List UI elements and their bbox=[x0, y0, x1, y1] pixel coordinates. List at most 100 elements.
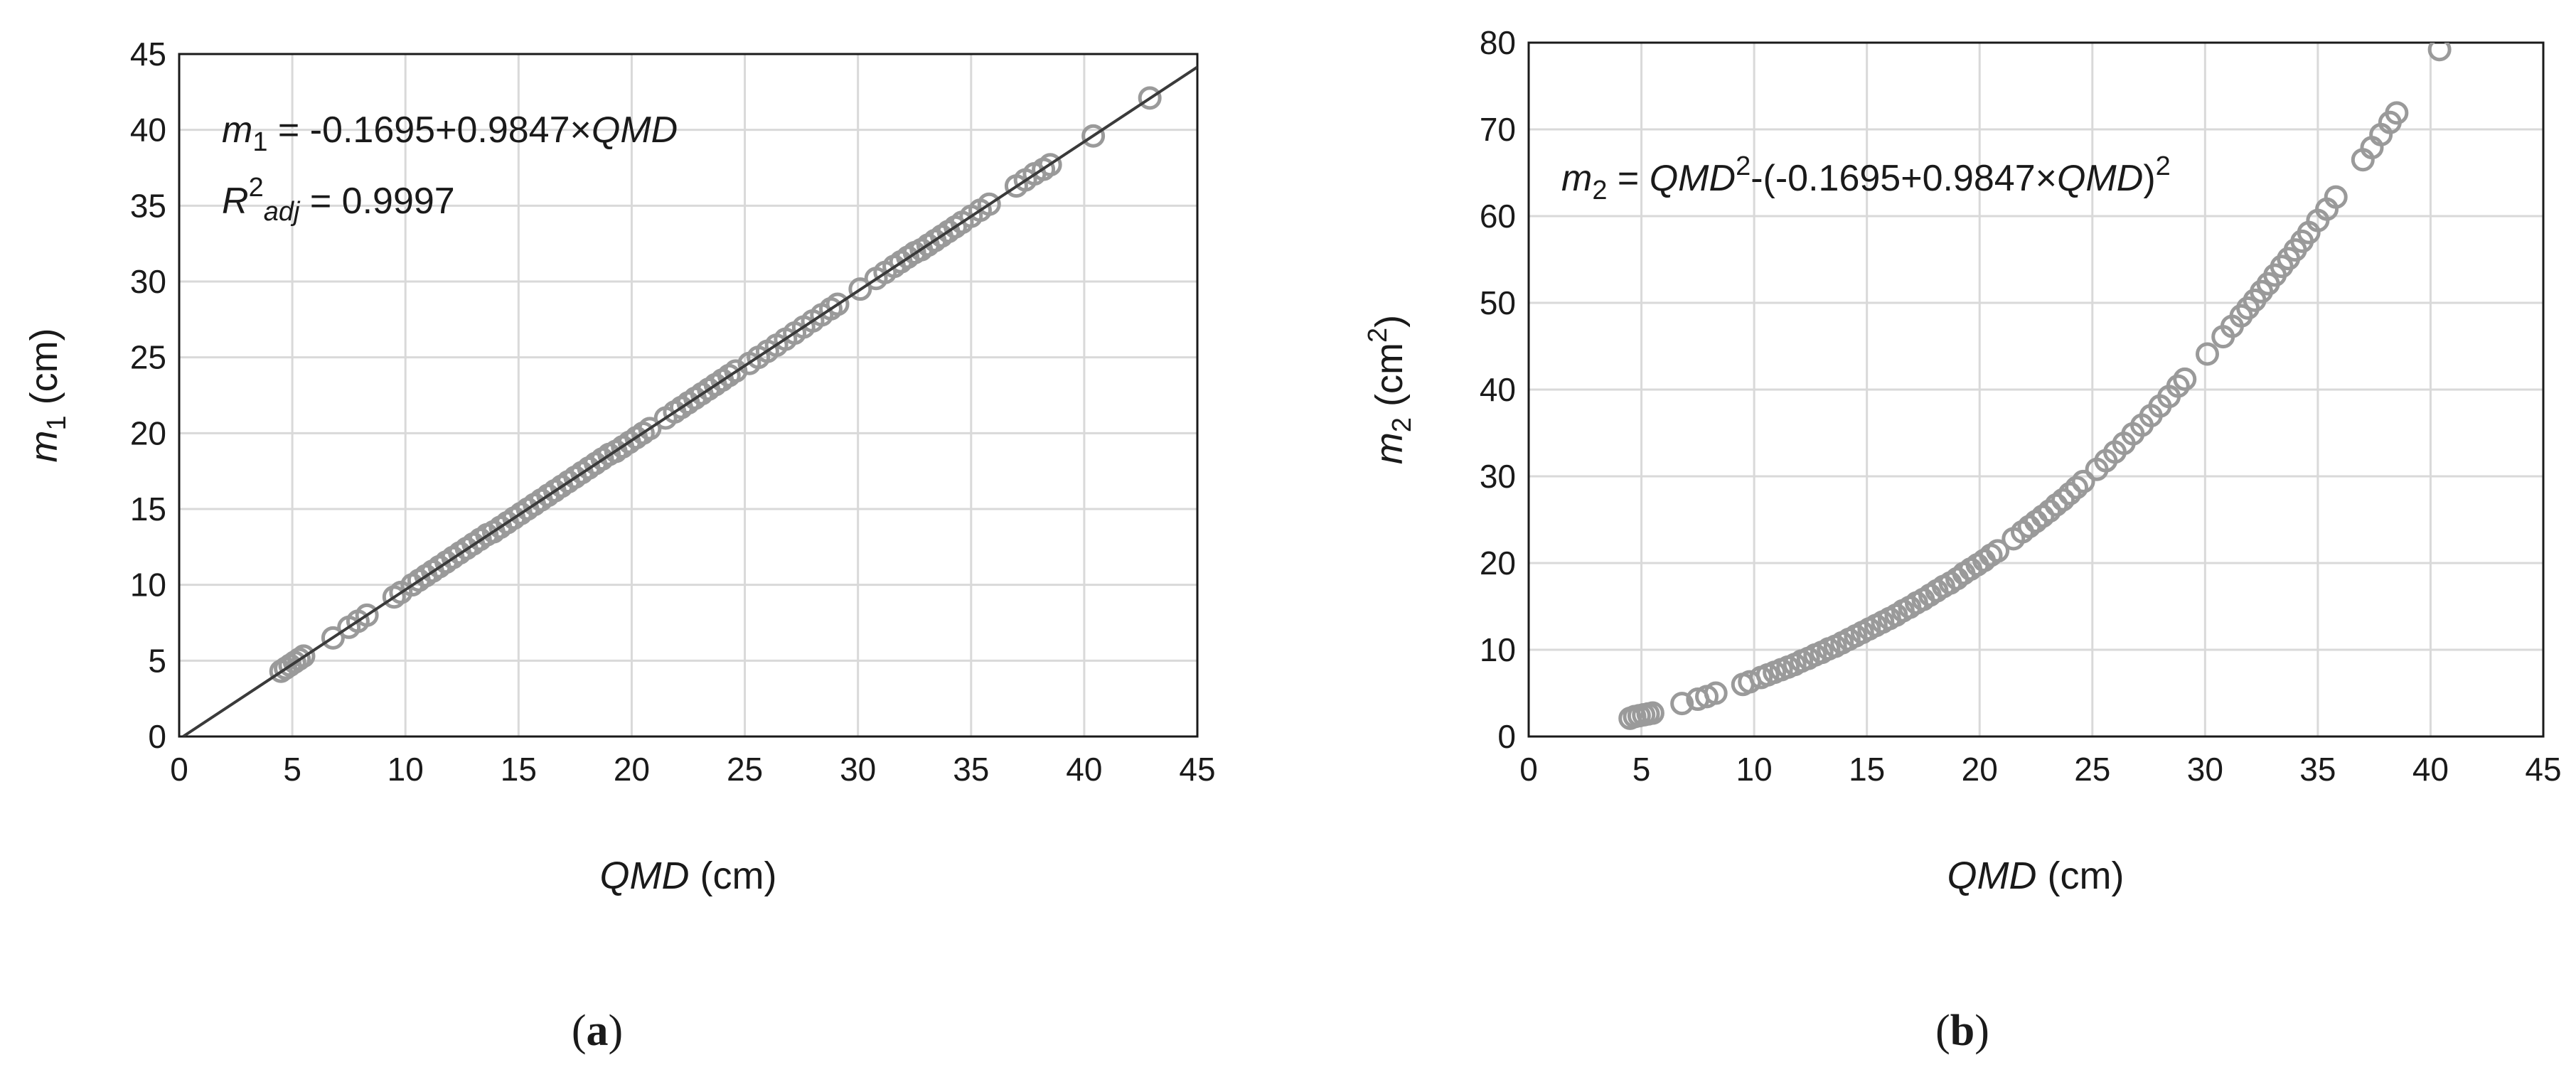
panel-b-eq-var: m bbox=[1561, 158, 1592, 199]
panel-b-y-axis-title: m2 (cm2) bbox=[1363, 315, 1417, 464]
panel-b-data-point bbox=[2071, 469, 2095, 493]
panel-b-plot-frame bbox=[1527, 41, 2545, 738]
panel-b-y-tick-label: 50 bbox=[1480, 284, 1516, 321]
panel-b-eq-sup2: 2 bbox=[2156, 151, 2171, 181]
panel-a-data-point bbox=[1038, 153, 1062, 177]
panel-a-data-point bbox=[848, 277, 872, 301]
panel-a-label-letter: a bbox=[587, 1007, 609, 1055]
panel-a-x-tick-label: 15 bbox=[501, 751, 537, 788]
panel-a-data-point bbox=[355, 603, 379, 627]
panel-b-data-point bbox=[2166, 374, 2190, 398]
panel-a-y-tick-label: 25 bbox=[130, 339, 166, 376]
panel-b-points-group bbox=[1618, 43, 2452, 730]
panel-a-eq-text: = -0.1695+0.9847× bbox=[267, 109, 591, 151]
panel-a-fit-line bbox=[182, 65, 1197, 736]
panel-b-data-point bbox=[2038, 499, 2062, 523]
panel-a-data-point bbox=[292, 644, 316, 668]
panel-b-ylabel-unit-sup: 2 bbox=[1363, 328, 1393, 343]
panel-b-data-point bbox=[1986, 539, 2010, 563]
panel-b-x-tick-label: 40 bbox=[2412, 751, 2449, 788]
panel-b-data-points bbox=[1618, 43, 2452, 730]
panel-a-data-point bbox=[977, 192, 1001, 216]
panel-a-ylabel-var: m bbox=[23, 431, 65, 463]
panel-a-x-tick-label: 45 bbox=[1179, 751, 1215, 788]
panel-b-label-close: ) bbox=[1974, 1007, 1989, 1055]
panel-b-y-tick-label: 0 bbox=[1497, 718, 1516, 755]
panel-b-data-point bbox=[2427, 43, 2452, 62]
panel-a-ylabel-sub: 1 bbox=[42, 415, 72, 430]
panel-b-equation: m2 = QMD2-(-0.1695+0.9847×QMD)2 bbox=[1561, 151, 2171, 205]
panel-b-ylabel-var: m bbox=[1368, 432, 1411, 464]
panel-b-x-tick-label: 25 bbox=[2074, 751, 2110, 788]
panel-b-data-point bbox=[2324, 185, 2348, 209]
panel-b-y-tick-label: 80 bbox=[1480, 24, 1516, 61]
panel-a-label-close: ) bbox=[609, 1007, 624, 1055]
panel-b-y-tick-label: 40 bbox=[1480, 371, 1516, 408]
panel-a-data-point bbox=[1138, 86, 1162, 110]
panel-a-data-point bbox=[638, 417, 662, 441]
panel-a-y-tick-label: 35 bbox=[130, 187, 166, 224]
panel-a-y-tick-label: 0 bbox=[148, 718, 166, 755]
panel-a-equation: m1 = -0.1695+0.9847×QMD bbox=[222, 109, 678, 157]
panel-b-eq-close: ) bbox=[2143, 158, 2155, 199]
panel-b-eq-mid: -(-0.1695+0.9847× bbox=[1751, 158, 2057, 199]
panel-a-y-tick-label: 10 bbox=[130, 567, 166, 604]
panel-b-x-tick-label: 0 bbox=[1519, 751, 1538, 788]
panel-b-ylabel-unit-post: ) bbox=[1368, 315, 1411, 328]
panel-b-y-tick-label: 10 bbox=[1480, 631, 1516, 668]
panel-b-data-point bbox=[1670, 692, 1694, 716]
panel-b-eq-italic1: QMD bbox=[1650, 158, 1736, 199]
panel-a-xlabel-unit: (cm) bbox=[690, 855, 777, 897]
panel-b-eq-eq: = bbox=[1607, 158, 1649, 199]
panel-a-r2-sup: 2 bbox=[249, 173, 264, 203]
panel-a-y-tick-label: 45 bbox=[130, 36, 166, 73]
panel-a-label-open: ( bbox=[572, 1007, 587, 1055]
panel-b-x-tick-label: 20 bbox=[1962, 751, 1998, 788]
panel-b-label-letter: b bbox=[1950, 1007, 1974, 1055]
panel-a-x-tick-label: 30 bbox=[840, 751, 876, 788]
panel-b-x-tick-label: 5 bbox=[1632, 751, 1651, 788]
panel-a-points-group bbox=[269, 86, 1162, 683]
panel-b-x-tick-label: 15 bbox=[1849, 751, 1885, 788]
panel-a-y-tick-label: 20 bbox=[130, 414, 166, 451]
panel-a-y-tick-labels: 0 5 10 15 20 25 30 35 40 45 bbox=[130, 36, 166, 755]
panel-b-eq-sub: 2 bbox=[1592, 176, 1607, 205]
panel-a-x-tick-label: 10 bbox=[388, 751, 424, 788]
panel-a-x-axis-title: QMD (cm) bbox=[600, 855, 777, 897]
panel-a-x-tick-label: 20 bbox=[614, 751, 650, 788]
panel-b-ylabel-sub: 2 bbox=[1387, 417, 1417, 432]
panel-b-xlabel-unit: (cm) bbox=[2037, 855, 2125, 897]
panel-b-y-tick-label: 20 bbox=[1480, 545, 1516, 582]
panel-a-x-tick-label: 5 bbox=[283, 751, 301, 788]
panel-a-r2: R2adj = 0.9997 bbox=[222, 173, 455, 227]
panel-b-y-tick-label: 70 bbox=[1480, 111, 1516, 148]
panel-b-x-axis-title: QMD (cm) bbox=[1947, 855, 2125, 897]
panel-b-data-point bbox=[2065, 476, 2089, 500]
panel-b-y-tick-label: 30 bbox=[1480, 458, 1516, 495]
panel-a-data-points bbox=[269, 86, 1162, 683]
panel-a-x-tick-label: 25 bbox=[727, 751, 763, 788]
panel-b-data-point bbox=[2173, 367, 2197, 391]
panel-a-x-tick-label: 35 bbox=[953, 751, 989, 788]
panel-b-data-point bbox=[1704, 681, 1728, 705]
panel-a-ylabel-unit: (cm) bbox=[23, 328, 65, 415]
panel-b-y-tick-labels: 0 10 20 30 40 50 60 70 80 bbox=[1480, 24, 1516, 755]
panel-a-y-tick-label: 5 bbox=[148, 642, 166, 679]
panel-b-x-tick-label: 45 bbox=[2525, 751, 2561, 788]
panel-b-data-point bbox=[1640, 701, 1664, 725]
panel-b-x-tick-label: 10 bbox=[1736, 751, 1773, 788]
panel-a-r2-var: R bbox=[222, 181, 249, 222]
panel-b-data-point bbox=[2385, 101, 2409, 125]
panel-b-data-point bbox=[2051, 488, 2075, 512]
panel-a-data-point bbox=[1081, 124, 1106, 148]
panel-b-data-point bbox=[2196, 342, 2220, 366]
panel-a-plot-frame bbox=[178, 53, 1199, 738]
panel-b-x-tick-labels: 0 5 10 15 20 25 30 35 40 45 bbox=[1519, 751, 2561, 788]
panel-a-grid bbox=[179, 54, 1197, 736]
panel-b-label: (b) bbox=[1935, 1007, 1989, 1055]
panel-b: 0 5 10 15 20 25 30 35 40 45 0 10 20 30 40 50 60 70 80 m2 … bbox=[1363, 24, 2562, 1055]
panel-b-data-point bbox=[2058, 481, 2082, 505]
panel-b-eq-italic2: QMD bbox=[2057, 158, 2143, 199]
